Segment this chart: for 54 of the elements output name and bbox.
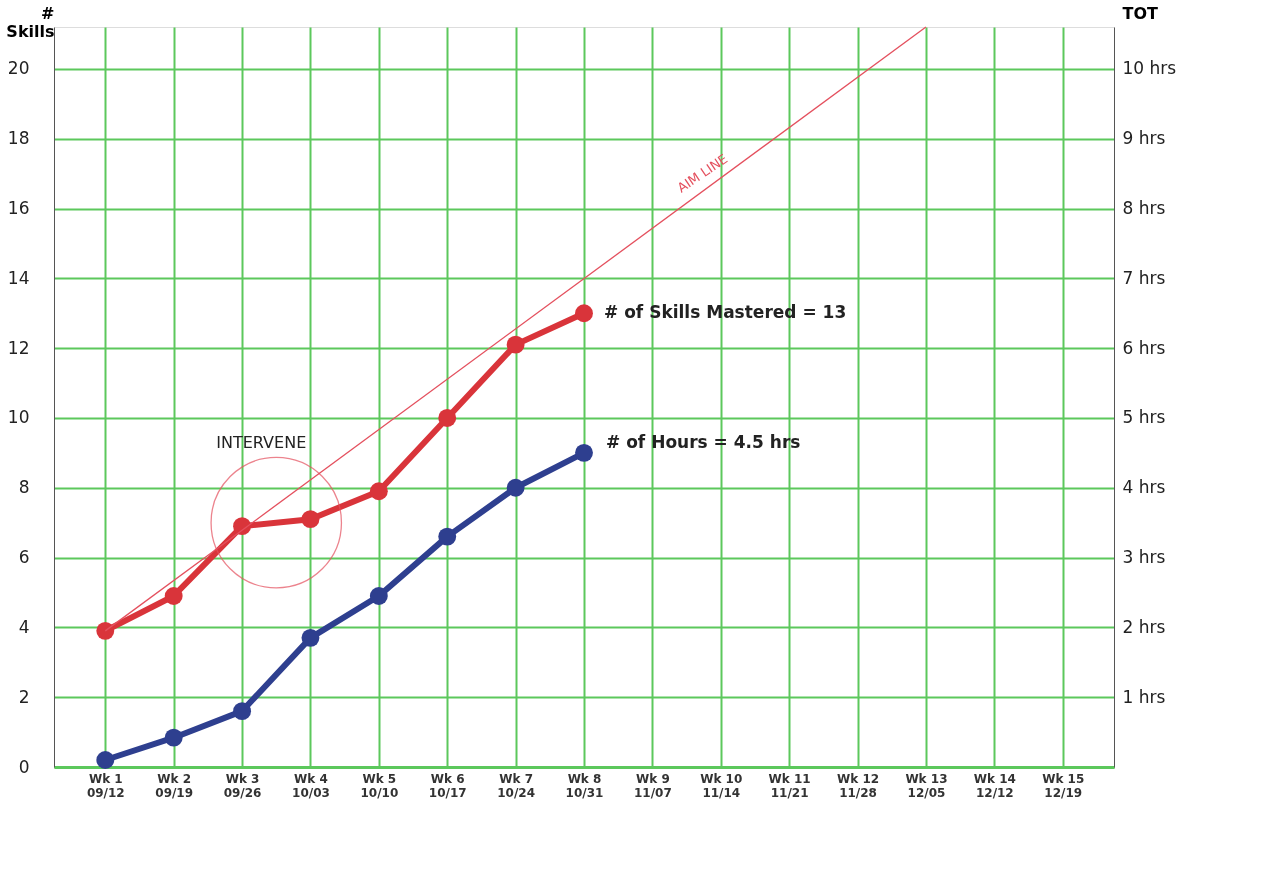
y-tick-label: 18	[7, 128, 30, 149]
point	[164, 587, 183, 605]
x-tick-label: Wk 13 12/05	[905, 771, 948, 800]
point	[438, 527, 457, 546]
point	[506, 335, 525, 354]
point	[96, 621, 115, 640]
y2-tick-label: 8 hrs	[1122, 198, 1166, 219]
point	[96, 751, 115, 769]
point	[233, 702, 252, 721]
point	[301, 628, 320, 647]
point	[369, 482, 388, 501]
y2-axis-title: TOT	[1122, 3, 1159, 23]
x-tick-label: Wk 6 10/17	[428, 771, 467, 800]
y-tick-label: 12	[7, 337, 30, 358]
point	[369, 587, 388, 605]
point	[164, 728, 183, 747]
y2-tick-label: 5 hrs	[1122, 407, 1166, 428]
y-tick-label: 0	[18, 756, 30, 777]
x-tick-label: Wk 14 12/12	[973, 771, 1016, 800]
y-tick-label: 2	[18, 686, 30, 707]
x-tick-label: Wk 10 11/14	[700, 771, 743, 800]
y-tick-label: 16	[7, 198, 30, 219]
y-tick-label: 8	[18, 477, 30, 498]
x-tick-label: Wk 7 10/24	[497, 771, 535, 800]
point	[506, 478, 525, 497]
y-tick-label: 10	[7, 407, 30, 428]
y2-tick-label: 3 hrs	[1122, 547, 1166, 568]
x-tick-label: Wk 8 10/31	[565, 771, 604, 800]
x-tick-label: Wk 11 11/21	[768, 771, 811, 800]
point	[575, 443, 593, 462]
y2-tick-label: 9 hrs	[1122, 128, 1166, 149]
y-tick-label: 14	[7, 267, 30, 288]
y2-tick-label: 2 hrs	[1122, 616, 1166, 637]
y2-tick-label: 10 hrs	[1122, 58, 1177, 79]
x-tick-label: Wk 1 09/12	[86, 771, 125, 800]
x-tick-label: Wk 12 11/28	[837, 771, 880, 800]
point	[233, 517, 252, 536]
x-tick-label: Wk 3 09/26	[223, 771, 262, 800]
x-tick-label: Wk 15 12/19	[1042, 771, 1085, 800]
y-tick-label: 20	[7, 58, 30, 79]
point	[438, 409, 457, 427]
y-axis-title: # Skills	[6, 3, 55, 41]
x-tick-label: Wk 9 11/07	[634, 771, 672, 800]
point	[575, 304, 593, 323]
y-tick-label: 6	[18, 547, 30, 568]
y2-tick-label: 1 hrs	[1122, 686, 1166, 707]
y2-tick-label: 4 hrs	[1122, 477, 1166, 498]
point	[301, 510, 320, 529]
x-tick-label: Wk 2 09/19	[155, 771, 194, 800]
y2-tick-label: 7 hrs	[1122, 267, 1166, 288]
x-tick-label: Wk 5 10/10	[360, 771, 399, 800]
x-tick-label: Wk 4 10/03	[292, 771, 330, 800]
y-tick-label: 4	[18, 616, 30, 637]
y2-tick-label: 6 hrs	[1122, 337, 1166, 358]
